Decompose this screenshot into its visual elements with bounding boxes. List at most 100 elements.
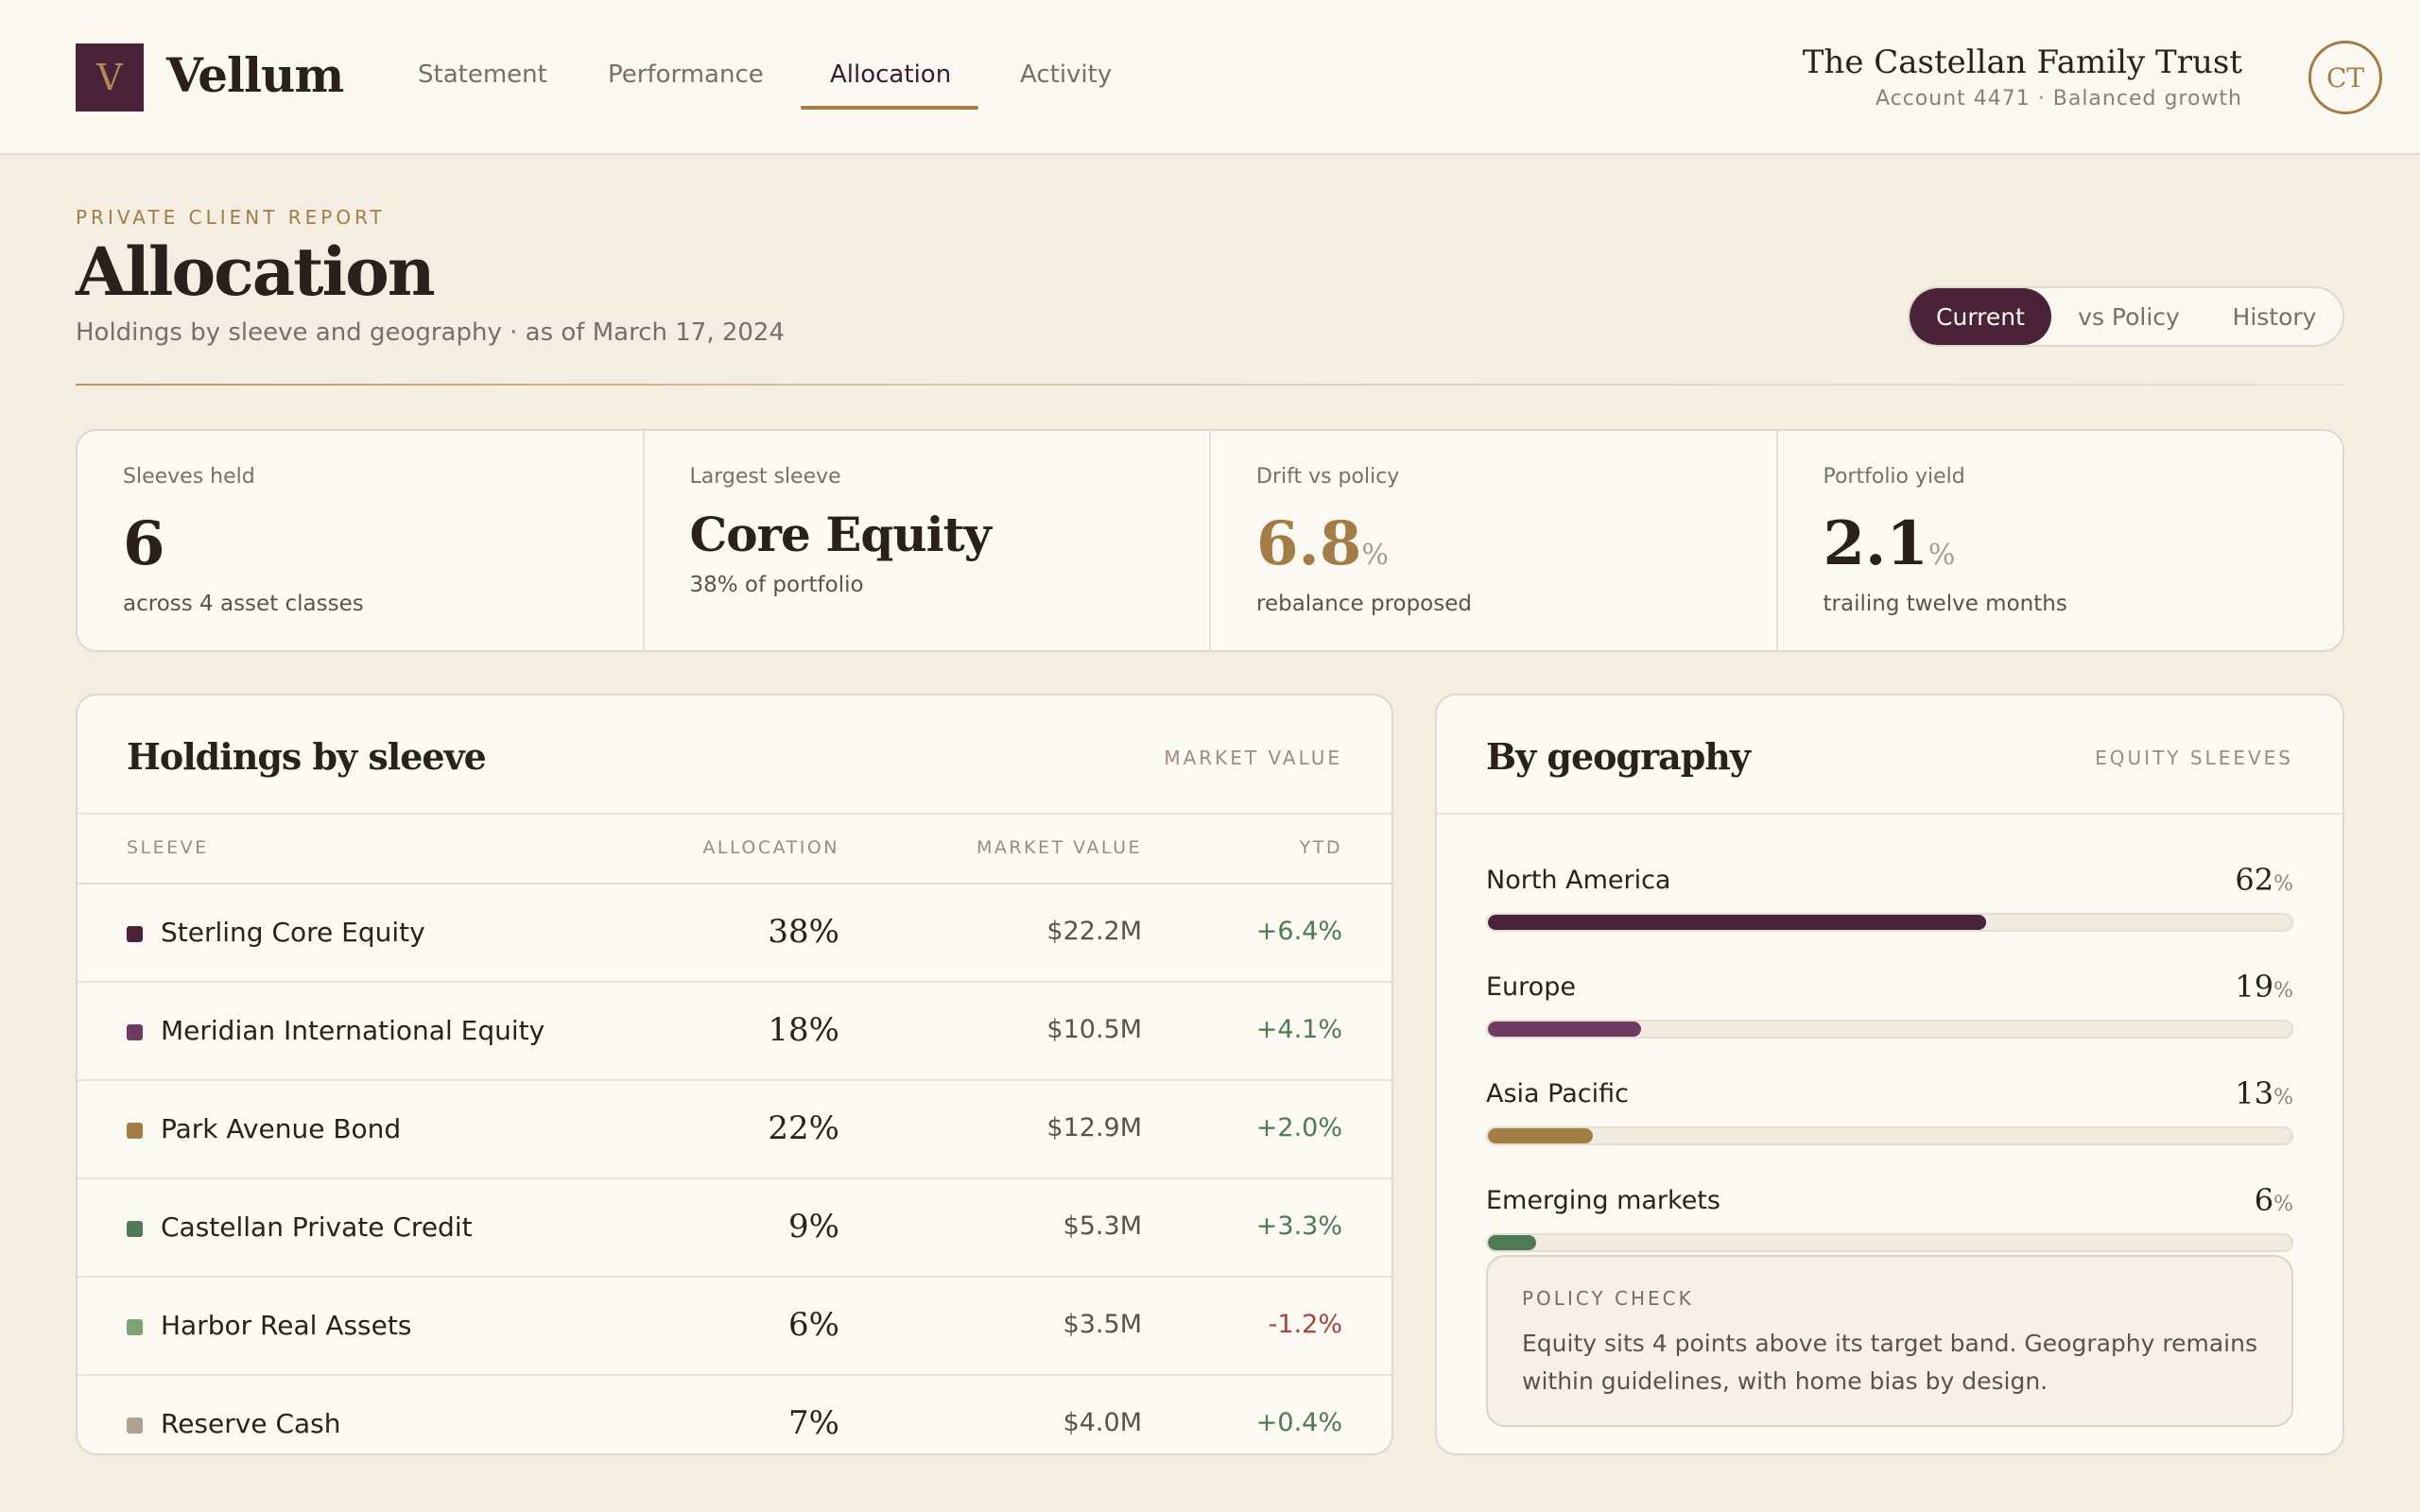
sleeve-name: Meridian International Equity xyxy=(161,1015,545,1046)
holdings-card: Holdings by sleeve MARKET VALUE SLEEVE A… xyxy=(76,694,1393,1455)
kpi-unit: % xyxy=(1927,539,1956,572)
table-row[interactable]: Harbor Real Assets 6% $3.5M -1.2% xyxy=(78,1278,1392,1376)
region-bar-fill xyxy=(1488,1235,1536,1250)
region-percent: 13% xyxy=(2235,1075,2293,1111)
column-header-sleeve[interactable]: SLEEVE xyxy=(127,837,209,858)
sleeve-color-swatch xyxy=(127,1123,143,1139)
geography-card: By geography EQUITY SLEEVES North Americ… xyxy=(1435,694,2344,1455)
sleeve-market-value: $5.3M xyxy=(1063,1211,1142,1241)
card-divider xyxy=(78,813,1392,815)
active-tab-indicator xyxy=(801,106,978,110)
logo-mark[interactable]: V xyxy=(76,43,144,112)
table-row[interactable]: Reserve Cash 7% $4.0M +0.4% xyxy=(78,1376,1392,1453)
table-row[interactable]: Castellan Private Credit 9% $5.3M +3.3% xyxy=(78,1179,1392,1278)
sleeve-market-value: $4.0M xyxy=(1063,1408,1142,1437)
column-header-market-value[interactable]: MARKET VALUE xyxy=(976,837,1142,858)
sleeve-allocation: 9% xyxy=(788,1208,839,1246)
brand-name[interactable]: Vellum xyxy=(166,47,344,103)
avatar[interactable]: CT xyxy=(2308,41,2382,114)
region-name: Emerging markets xyxy=(1486,1186,1720,1215)
view-toggle: Current vs Policy History xyxy=(1908,286,2344,347)
tab-activity[interactable]: Activity xyxy=(1020,60,1113,89)
top-bar: V Vellum Statement Performance Allocatio… xyxy=(0,0,2420,155)
sleeve-name: Sterling Core Equity xyxy=(161,917,425,948)
sleeve-market-value: $3.5M xyxy=(1063,1310,1142,1339)
header-divider xyxy=(78,883,1392,885)
table-row[interactable]: Sterling Core Equity 38% $22.2M +6.4% xyxy=(78,885,1392,983)
geography-title: By geography xyxy=(1486,735,1751,778)
sleeve-name: Castellan Private Credit xyxy=(161,1211,473,1243)
region-percent-value: 19 xyxy=(2235,969,2274,1005)
page-subtitle: Holdings by sleeve and geography · as of… xyxy=(76,318,786,347)
kpi-largest-sleeve: Largest sleeve Core Equity 38% of portfo… xyxy=(645,431,1211,650)
kpi-value: 2.1% xyxy=(1824,508,1956,579)
column-header-ytd[interactable]: YTD xyxy=(1299,837,1342,858)
card-divider xyxy=(1437,813,2342,815)
region-name: North America xyxy=(1486,866,1671,895)
kpi-subtext: across 4 asset classes xyxy=(123,592,364,616)
kpi-number: 2.1 xyxy=(1823,508,1928,579)
sleeve-color-swatch xyxy=(127,1221,143,1237)
region-percent-value: 62 xyxy=(2235,862,2274,898)
tab-statement[interactable]: Statement xyxy=(418,60,547,89)
tab-allocation[interactable]: Allocation xyxy=(830,60,952,89)
sleeve-ytd: +6.4% xyxy=(1255,917,1342,946)
kpi-drift: Drift vs policy 6.8% rebalance proposed xyxy=(1211,431,1778,650)
table-row[interactable]: Park Avenue Bond 22% $12.9M +2.0% xyxy=(78,1081,1392,1179)
policy-check-callout: POLICY CHECK Equity sits 4 points above … xyxy=(1486,1255,2293,1427)
kpi-number: Core Equity xyxy=(689,507,992,562)
sleeve-color-swatch xyxy=(127,926,143,942)
column-header-allocation[interactable]: ALLOCATION xyxy=(702,837,839,858)
sleeve-ytd: +4.1% xyxy=(1255,1015,1342,1044)
geography-row: Asia Pacific 13% xyxy=(1486,1075,2293,1174)
sleeve-market-value: $12.9M xyxy=(1046,1113,1142,1143)
heading-divider xyxy=(76,384,2344,386)
holdings-tag: MARKET VALUE xyxy=(1164,747,1342,769)
page-title: Allocation xyxy=(76,232,436,311)
sleeve-ytd: -1.2% xyxy=(1268,1310,1342,1339)
kpi-subtext: rebalance proposed xyxy=(1256,592,1472,616)
kpi-label: Drift vs policy xyxy=(1256,465,1400,489)
kpi-strip: Sleeves held 6 across 4 asset classes La… xyxy=(76,429,2344,652)
sleeve-ytd: +0.4% xyxy=(1255,1408,1342,1437)
sleeve-market-value: $10.5M xyxy=(1046,1015,1142,1044)
table-row[interactable]: Meridian International Equity 18% $10.5M +4… xyxy=(78,983,1392,1081)
holdings-title: Holdings by sleeve xyxy=(127,735,487,778)
toggle-history[interactable]: History xyxy=(2232,302,2317,331)
policy-check-text: Equity sits 4 points above its target ba… xyxy=(1522,1330,2257,1395)
region-percent: 62% xyxy=(2235,862,2293,898)
region-bar-track xyxy=(1486,913,2293,932)
region-bar-track xyxy=(1486,1233,2293,1252)
region-bar-fill xyxy=(1488,915,1986,930)
account-name: The Castellan Family Trust xyxy=(1802,43,2242,81)
sleeve-ytd: +2.0% xyxy=(1255,1113,1342,1143)
kpi-yield: Portfolio yield 2.1% trailing twelve mon… xyxy=(1778,431,2343,650)
report-eyebrow: PRIVATE CLIENT REPORT xyxy=(76,206,386,229)
region-bar-track xyxy=(1486,1020,2293,1039)
kpi-subtext: 38% of portfolio xyxy=(689,573,864,597)
region-name: Europe xyxy=(1486,972,1576,1002)
geography-row: North America 62% xyxy=(1486,862,2293,960)
kpi-subtext: trailing twelve months xyxy=(1823,592,2067,616)
sleeve-name: Park Avenue Bond xyxy=(161,1113,402,1144)
toggle-vs-policy[interactable]: vs Policy xyxy=(2078,302,2180,331)
kpi-label: Sleeves held xyxy=(123,465,255,489)
sleeve-color-swatch xyxy=(127,1024,143,1040)
kpi-number: 6.8 xyxy=(1256,508,1362,579)
sleeve-name: Harbor Real Assets xyxy=(161,1310,412,1341)
sleeve-allocation: 18% xyxy=(768,1011,839,1049)
tab-performance[interactable]: Performance xyxy=(608,60,764,89)
kpi-number: 6 xyxy=(123,508,165,579)
sleeve-name: Reserve Cash xyxy=(161,1408,341,1439)
geography-row: Emerging markets 6% xyxy=(1486,1182,2293,1280)
toggle-current[interactable]: Current xyxy=(1910,288,2051,345)
sleeve-color-swatch xyxy=(127,1319,143,1335)
region-percent: 6% xyxy=(2254,1182,2293,1218)
region-bar-fill xyxy=(1488,1128,1593,1143)
region-percent: 19% xyxy=(2235,969,2293,1005)
sleeve-market-value: $22.2M xyxy=(1046,917,1142,946)
region-name: Asia Pacific xyxy=(1486,1079,1629,1108)
sleeve-allocation: 22% xyxy=(768,1109,839,1147)
kpi-sleeves-held: Sleeves held 6 across 4 asset classes xyxy=(78,431,645,650)
region-percent-value: 6 xyxy=(2254,1182,2274,1218)
